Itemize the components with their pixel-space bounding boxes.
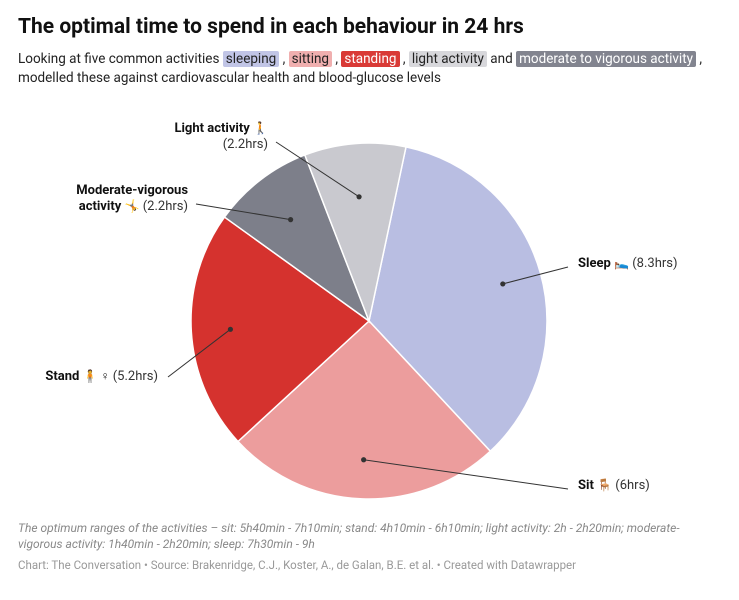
chart-credit: Chart: The Conversation • Source: Braken… — [18, 558, 721, 572]
subtitle-c1: , — [279, 51, 288, 67]
highlight-light-activity: light activity — [409, 51, 487, 67]
slice-name-light: Light activity — [174, 121, 249, 136]
slice-label-light: Light activity 🚶 (2.2hrs) — [174, 121, 268, 154]
pie-svg — [18, 96, 721, 516]
slice-name-sit: Sit — [578, 478, 594, 493]
slice-hours-stand: (5.2hrs) — [113, 369, 158, 384]
emoji-mva-icon: 🤸 — [125, 199, 140, 213]
chart-title: The optimal time to spend in each behavi… — [18, 14, 721, 40]
pie-chart: Sleep 🛌 (8.3hrs) Sit 🪑 (6hrs) Stand 🧍 ♀ (5… — [18, 96, 721, 516]
slice-label-sit: Sit 🪑 (6hrs) — [578, 478, 650, 494]
slice-name-sleep: Sleep — [578, 256, 611, 271]
emoji-light-icon: 🚶 — [253, 121, 268, 135]
subtitle-c3: , — [400, 51, 409, 67]
emoji-stand-icon: 🧍 ♀ — [83, 369, 110, 383]
chart-footnote: The optimum ranges of the activities – s… — [18, 520, 721, 552]
slice-hours-sit: (6hrs) — [615, 478, 650, 493]
highlight-mva: moderate to vigorous activity — [516, 51, 696, 67]
slice-name-stand: Stand — [45, 369, 79, 384]
slice-hours-mva: (2.2hrs) — [143, 199, 188, 214]
slice-label-stand: Stand 🧍 ♀ (5.2hrs) — [45, 369, 158, 385]
subtitle-c4: and — [487, 51, 516, 67]
slice-hours-sleep: (8.3hrs) — [632, 256, 677, 271]
chart-subtitle: Looking at five common activities sleepi… — [18, 50, 721, 88]
slice-hours-light: (2.2hrs) — [223, 137, 268, 152]
slice-label-sleep: Sleep 🛌 (8.3hrs) — [578, 256, 678, 272]
subtitle-c2: , — [332, 51, 341, 67]
highlight-sleeping: sleeping — [223, 51, 279, 67]
highlight-standing: standing — [341, 51, 399, 67]
emoji-sleep-icon: 🛌 — [614, 256, 629, 270]
emoji-sit-icon: 🪑 — [597, 478, 612, 492]
subtitle-pre: Looking at five common activities — [18, 51, 223, 67]
slice-label-mva: Moderate-vigorousactivity 🤸 (2.2hrs) — [76, 183, 188, 216]
highlight-sitting: sitting — [289, 51, 332, 67]
